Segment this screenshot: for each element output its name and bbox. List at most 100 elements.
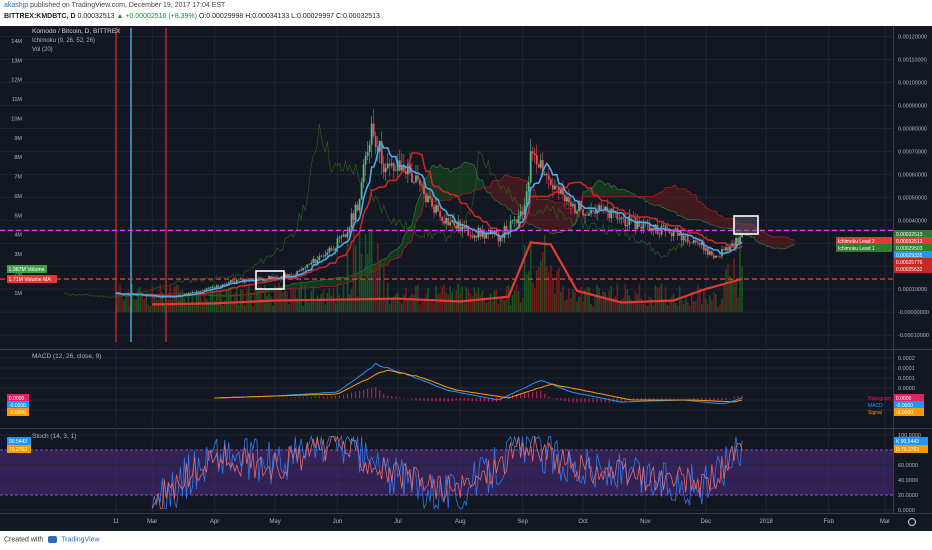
volume-tick-label: 11M (12, 97, 23, 103)
candle-body (455, 225, 458, 229)
candle-body (421, 184, 423, 187)
volume-bar (481, 290, 484, 313)
macd-histogram-bar (342, 394, 345, 399)
macd-histogram-bar (737, 396, 739, 399)
volume-bar (517, 291, 520, 313)
volume-bar (463, 302, 466, 313)
settings-gear-icon[interactable] (907, 517, 917, 527)
candle-body (121, 294, 123, 296)
cloud-segment (538, 199, 541, 230)
cloud-segment (782, 236, 785, 249)
cloud-segment (341, 277, 344, 285)
volume-bar (562, 286, 564, 313)
volume-bar (696, 284, 699, 313)
price-tick-label: 0.00080000 (898, 126, 927, 132)
candle-body (553, 185, 556, 190)
candle-body (497, 233, 500, 242)
volume-bar (360, 253, 363, 313)
candle-body (612, 208, 615, 213)
candle-body (394, 170, 397, 172)
volume-bar (654, 285, 657, 313)
candle-body (419, 179, 421, 185)
right-label-badge-bg (836, 237, 892, 245)
macd-histogram-bar (677, 398, 679, 399)
cloud-segment (611, 185, 614, 197)
volume-bar (529, 240, 532, 313)
macd-histogram-bar (600, 398, 602, 403)
stoch-value-badge: K 90.5443 (896, 439, 919, 445)
cloud-segment (436, 166, 439, 202)
candle-body (481, 231, 484, 237)
chart-canvas[interactable]: 11 Mar Apr May Jun Jul Aug Sep Oct Nov Dec 2018 Feb M… (0, 26, 932, 531)
volume-bar (497, 304, 500, 313)
right-value-badge: 0.00032513 (896, 239, 923, 245)
candle-body (473, 235, 476, 238)
volume-bar (592, 306, 594, 313)
cloud-segment (727, 218, 730, 229)
volume-bar (441, 286, 443, 313)
volume-bar (676, 305, 679, 313)
candle-body (207, 288, 210, 289)
cloud-segment (548, 199, 551, 234)
macd-histogram-bar (548, 396, 550, 399)
volume-bar (648, 296, 651, 313)
x-tick-label: Mar (880, 519, 890, 525)
volume-bar (119, 284, 121, 313)
candle-body (731, 243, 733, 246)
macd-histogram-bar (367, 388, 369, 399)
right-label-badge: Ichimoku Lead 2 (838, 239, 875, 245)
volume-bar (338, 294, 341, 313)
cloud-segment (725, 218, 728, 229)
candle-body (725, 247, 727, 251)
volume-ma-line (152, 241, 743, 306)
cloud-segment (679, 188, 682, 217)
candle-body (594, 211, 597, 214)
cloud-segment (784, 236, 787, 249)
candle-body (445, 218, 448, 224)
volume-bar (453, 299, 455, 313)
volume-bar (690, 291, 693, 313)
cloud-segment (697, 201, 700, 220)
volume-bar (278, 283, 280, 313)
volume-bar (541, 251, 544, 313)
volume-bar (380, 299, 383, 313)
volume-bar (457, 283, 460, 313)
candle-body (219, 286, 222, 287)
volume-bar (169, 285, 172, 313)
volume-bar (237, 304, 240, 313)
candle-body (662, 225, 665, 227)
candle-body (495, 230, 498, 234)
macd-value-badge: 0.0000 (896, 396, 912, 402)
candle-body (400, 164, 403, 171)
candle-body (427, 195, 429, 202)
cloud-segment (480, 180, 483, 190)
volume-bar (660, 283, 663, 313)
volume-bar (465, 287, 468, 313)
volume-bar (686, 301, 689, 313)
volume-bar (552, 277, 554, 313)
macd-histogram-bar (326, 396, 328, 399)
volume-tick-label: 5M (14, 213, 22, 219)
candle-body (610, 208, 613, 219)
cloud-segment (478, 179, 481, 191)
created-label: Created with (4, 536, 44, 544)
right-label-badge: Ichimoku Lead 1 (838, 246, 875, 252)
tradingview-link[interactable]: TradingView (61, 536, 100, 544)
cloud-segment (397, 246, 400, 259)
candle-body (386, 163, 389, 168)
volume-bar (503, 300, 506, 313)
candle-body (330, 247, 333, 251)
volume-bar (543, 235, 546, 313)
candle-body (696, 241, 699, 244)
volume-bar (314, 301, 317, 313)
author-link[interactable]: akashjp (4, 2, 29, 9)
macd-histogram-bar (298, 397, 300, 399)
cloud-segment (673, 185, 676, 212)
price-tick-label: 0.00060000 (898, 172, 927, 178)
volume-bar (356, 296, 359, 313)
macd-histogram-bar (467, 398, 469, 401)
volume-bar (586, 287, 588, 313)
candle-body (197, 291, 200, 292)
cloud-segment (268, 289, 272, 292)
volume-bar (624, 284, 627, 313)
